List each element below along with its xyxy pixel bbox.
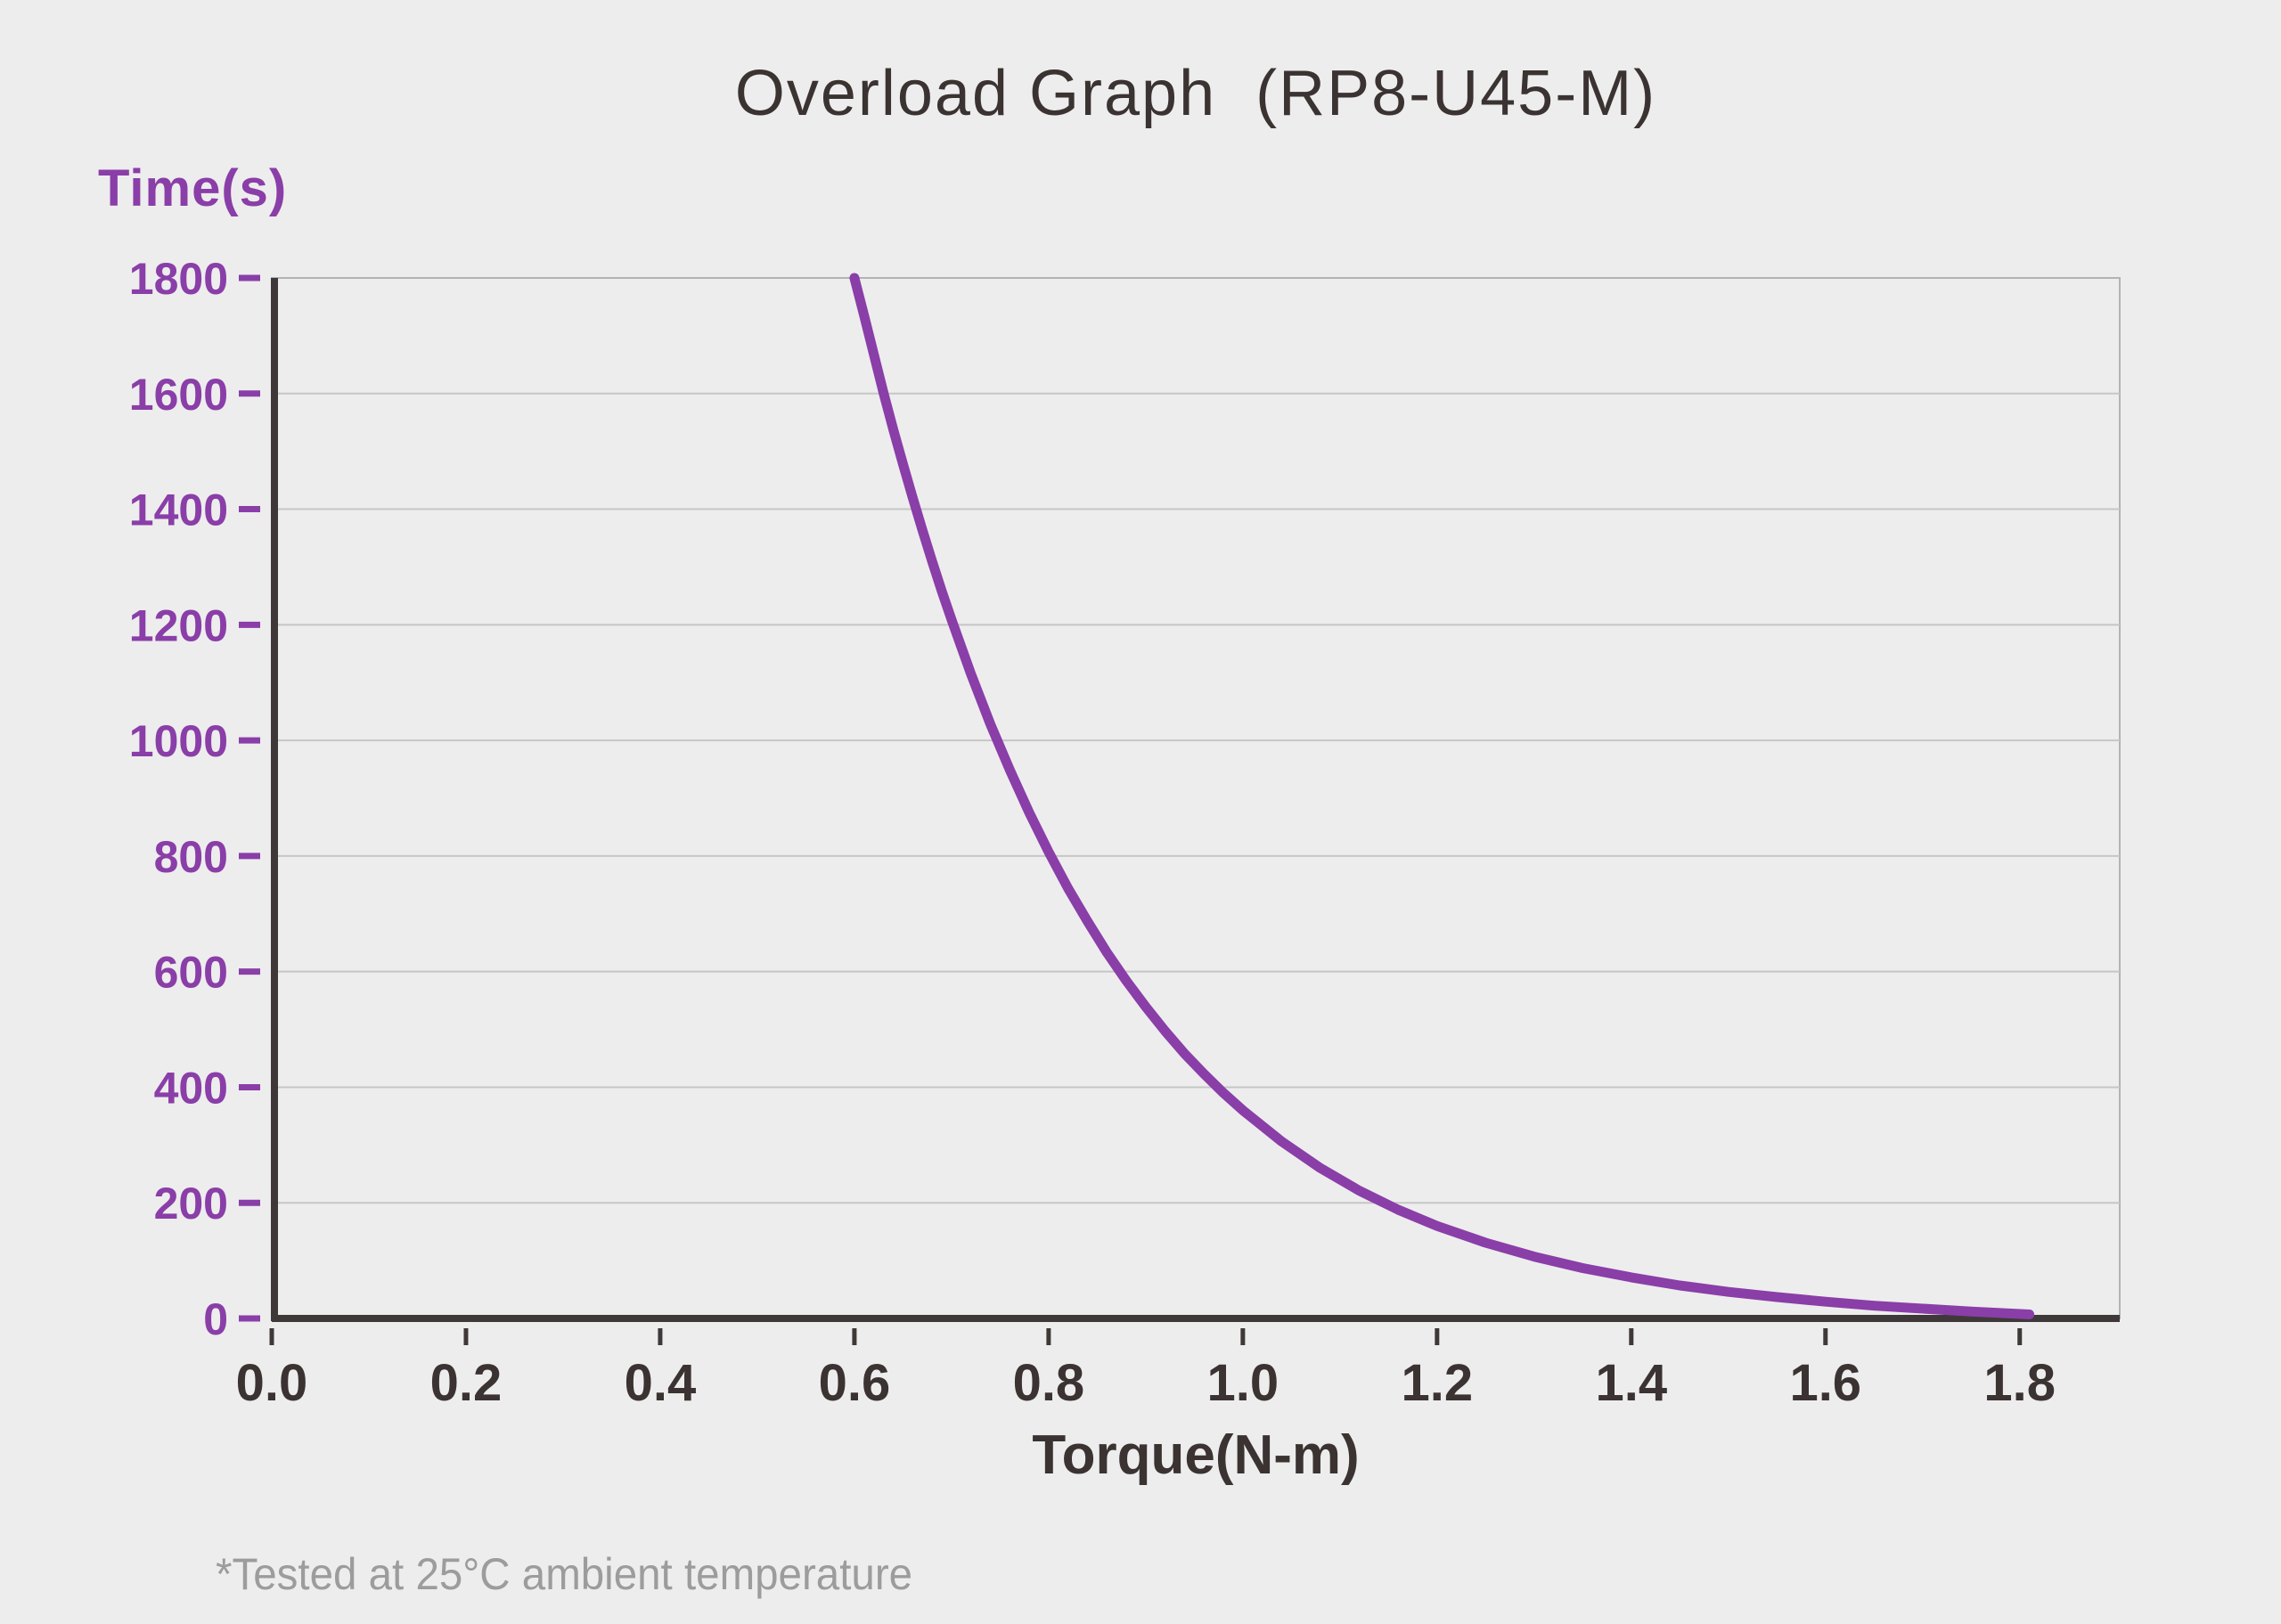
- y-tick-label: 1600: [129, 370, 228, 420]
- x-tick-label: 0.6: [819, 1354, 891, 1412]
- x-tick-label: 1.6: [1789, 1354, 1861, 1412]
- overload-curve: [849, 273, 2035, 1319]
- x-tick-label: 1.2: [1402, 1354, 1474, 1412]
- x-tick-label: 0.0: [236, 1354, 308, 1412]
- x-axis-title: Torque(N-m): [1032, 1424, 1360, 1486]
- y-tick-label: 600: [154, 948, 228, 998]
- chart-title: Overload Graph (RP8-U45-M): [734, 58, 1657, 129]
- footnote: *Tested at 25°C ambient temperature: [216, 1549, 913, 1599]
- y-tick-label: 0: [203, 1294, 228, 1344]
- y-tick-label: 1800: [129, 254, 228, 304]
- x-tick-label: 0.8: [1013, 1354, 1085, 1412]
- x-tick-label: 1.8: [1983, 1354, 2056, 1412]
- x-tick-label: 0.4: [625, 1354, 697, 1412]
- y-tick-label: 1000: [129, 716, 228, 766]
- y-tick-label: 200: [154, 1179, 228, 1228]
- x-tick-label: 0.2: [430, 1354, 503, 1412]
- plot-frame: [271, 277, 2121, 1319]
- x-tick-label: 1.0: [1207, 1354, 1279, 1412]
- y-tick-label: 800: [154, 832, 228, 882]
- y-tick-label: 400: [154, 1063, 228, 1113]
- y-axis-title: Time(s): [98, 159, 288, 217]
- y-tick-label: 1200: [129, 600, 228, 650]
- x-tick-label: 1.4: [1595, 1354, 1667, 1412]
- y-tick-label: 1400: [129, 486, 228, 535]
